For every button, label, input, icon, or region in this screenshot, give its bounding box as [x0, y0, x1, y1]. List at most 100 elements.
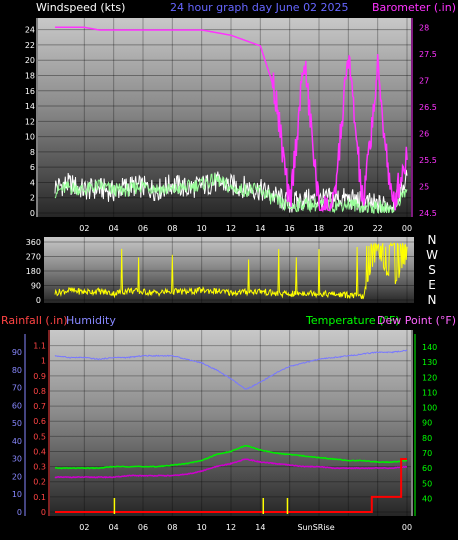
humidity-tick-label: 10: [12, 490, 22, 499]
hour-tick-label: 10: [197, 224, 207, 233]
humidity-tick-label: 40: [12, 437, 22, 446]
rainfall-line: [55, 458, 407, 513]
hour-tick-label: 08: [167, 224, 177, 233]
hour-tick-label: 14: [255, 224, 265, 233]
wind-tick-label: 18: [25, 71, 35, 80]
rain-tick-label: 1.1: [33, 342, 46, 351]
baro-tick-label: 28: [419, 23, 429, 32]
hour-tick-label: 10: [197, 523, 207, 532]
compass-label: N: [428, 293, 437, 307]
humidity-tick-label: 70: [12, 384, 22, 393]
temperature-tick-label: 70: [422, 449, 432, 458]
humidity-axis-label: Humidity: [66, 314, 116, 327]
direction-tick-label: 360: [26, 238, 41, 247]
rain-tick-label: 0.9: [33, 372, 46, 381]
temperature-tick-label: 50: [422, 479, 432, 488]
hour-tick-label: 00: [402, 224, 412, 233]
wind-tick-label: 14: [25, 102, 35, 111]
wind-tick-label: 10: [25, 133, 35, 142]
hour-tick-label: 02: [79, 523, 89, 532]
humidity-tick-label: 80: [12, 366, 22, 375]
wind-tick-label: 2: [30, 194, 35, 203]
rain-tick-label: 0: [41, 508, 46, 517]
baro-tick-label: 27.5: [419, 50, 437, 59]
rain-tick-label: 1: [41, 357, 46, 366]
baro-tick-label: 25: [419, 182, 429, 191]
wind-tick-label: 12: [25, 117, 35, 126]
wind-tick-label: 16: [25, 87, 35, 96]
direction-tick-label: 180: [26, 267, 41, 276]
hour-tick-label: 06: [138, 224, 148, 233]
temperature-tick-label: 130: [422, 358, 437, 367]
rain-tick-label: 0.7: [33, 402, 46, 411]
hour-tick-label: 22: [373, 224, 383, 233]
temperature-tick-label: 90: [422, 419, 432, 428]
hour-tick-label: 16: [285, 224, 295, 233]
hour-tick-label: 08: [167, 523, 177, 532]
direction-tick-label: 0: [36, 296, 41, 305]
temperature-axis-label: Temperature (°F): [305, 314, 400, 327]
hour-tick-label: 04: [109, 224, 119, 233]
wind-tick-label: 20: [25, 56, 35, 65]
dewpoint-axis-label: Dew Point (°F): [377, 314, 456, 327]
compass-label: W: [426, 248, 438, 262]
wind-direction-line: [54, 242, 408, 300]
compass-label: N: [428, 233, 437, 247]
humidity-tick-label: 20: [12, 472, 22, 481]
barometer-line: [55, 26, 408, 213]
temperature-tick-label: 140: [422, 343, 437, 352]
humidity-tick-label: 30: [12, 455, 22, 464]
temperature-tick-label: 100: [422, 404, 437, 413]
baro-tick-label: 26.5: [419, 103, 437, 112]
rain-tick-label: 0.1: [33, 493, 46, 502]
wind-tick-label: 0: [30, 209, 35, 218]
graph-title: 24 hour graph day June 02 2025: [170, 1, 349, 14]
rain-tick-label: 0.5: [33, 432, 46, 441]
baro-tick-label: 27: [419, 76, 429, 85]
humidity-tick-label: 90: [12, 348, 22, 357]
hour-tick-label: 14: [255, 523, 265, 532]
baro-tick-label: 25.5: [419, 156, 437, 165]
hour-tick-label: 00: [402, 523, 412, 532]
rainfall-axis-label: Rainfall (.in): [1, 314, 68, 327]
rain-tick-label: 0.8: [33, 387, 46, 396]
wind-tick-label: 4: [30, 178, 35, 187]
wind-speed-line: [54, 169, 408, 214]
rain-tick-label: 0.4: [33, 447, 46, 456]
temperature-tick-label: 40: [422, 494, 432, 503]
temperature-tick-label: 80: [422, 434, 432, 443]
direction-tick-label: 270: [26, 253, 41, 262]
windspeed-axis-label: Windspeed (kts): [36, 1, 125, 14]
dewpoint-line: [54, 458, 407, 479]
hour-tick-label: 06: [138, 523, 148, 532]
rain-tick-label: 0.6: [33, 417, 46, 426]
compass-label: E: [428, 278, 436, 292]
plot-area-3: [50, 330, 411, 516]
temperature-line: [55, 444, 408, 470]
hour-tick-label: 20: [343, 224, 353, 233]
hour-tick-label: 02: [79, 224, 89, 233]
temperature-tick-label: 60: [422, 464, 432, 473]
wind-tick-label: 6: [30, 163, 35, 172]
baro-tick-label: 26: [419, 129, 429, 138]
temperature-tick-label: 110: [422, 388, 437, 397]
wind-gust-line: [54, 172, 408, 214]
direction-tick-label: 90: [31, 282, 41, 291]
hour-tick-label: 12: [226, 523, 236, 532]
wind-tick-label: 8: [30, 148, 35, 157]
temperature-tick-label: 120: [422, 373, 437, 382]
hour-tick-label: 18: [314, 224, 324, 233]
barometer-axis-label: Barometer (.in): [372, 1, 456, 14]
wind-tick-label: 24: [25, 26, 35, 35]
humidity-tick-label: 0: [17, 508, 22, 517]
wind-tick-label: 22: [25, 41, 35, 50]
humidity-line: [54, 349, 408, 390]
hour-tick-label: 12: [226, 224, 236, 233]
hour-tick-label: SunSRise: [297, 523, 334, 532]
humidity-tick-label: 60: [12, 401, 22, 410]
rain-tick-label: 0.3: [33, 463, 46, 472]
humidity-tick-label: 50: [12, 419, 22, 428]
hour-tick-label: 04: [109, 523, 119, 532]
